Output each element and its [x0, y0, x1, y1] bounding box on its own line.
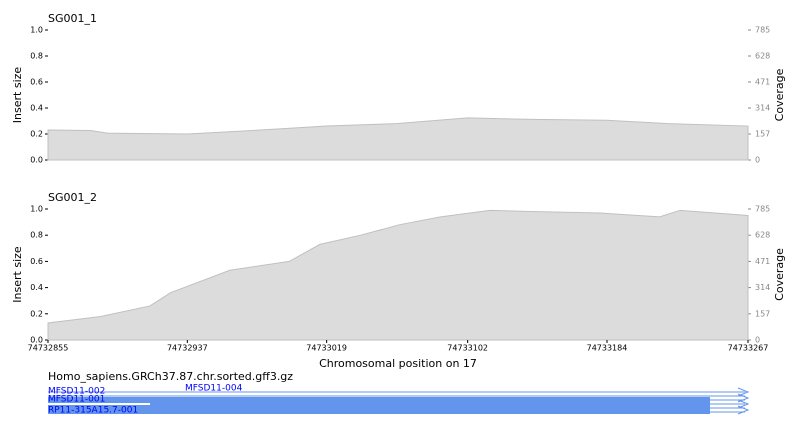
- chart-title: SG001_2: [48, 191, 97, 204]
- y-tick-label: 0.8: [30, 231, 43, 240]
- x-tick-label: 74733019: [306, 344, 347, 353]
- y2-tick-label: 471: [755, 257, 770, 266]
- y2-axis-label: Coverage: [773, 248, 786, 301]
- coverage-area: [47, 117, 749, 161]
- y2-tick-label: 0: [755, 336, 760, 345]
- intron-gap: [48, 403, 150, 405]
- y2-tick-label: 785: [755, 205, 770, 214]
- y-tick-label: 0.0: [30, 156, 43, 165]
- y-tick-label: 0.2: [30, 130, 43, 139]
- x-tick-label: 74732937: [167, 344, 208, 353]
- transcript-label: MFSD11-002: [48, 387, 105, 397]
- transcript-label: RP11-315A15.7-001: [48, 406, 138, 416]
- y-tick-label: 0.0: [30, 336, 43, 345]
- transcript-label: MFSD11-001: [48, 395, 105, 405]
- y2-tick-label: 471: [755, 78, 770, 87]
- chart-title: SG001_1: [48, 12, 97, 25]
- y-axis-label: Insert size: [11, 67, 24, 124]
- exon-block: [48, 397, 710, 414]
- x-tick-label: 74733102: [447, 344, 488, 353]
- transcript-track: [48, 387, 750, 415]
- x-axis-label: Chromosomal position on 17: [319, 357, 477, 370]
- transcript-label: MFSD11-004: [185, 384, 243, 394]
- x-tick-label: 74733184: [587, 344, 628, 353]
- y-tick-label: 1.0: [30, 26, 43, 35]
- y-tick-label: 0.8: [30, 52, 43, 61]
- y2-tick-label: 785: [755, 26, 770, 35]
- y2-tick-label: 314: [755, 104, 770, 113]
- y2-tick-label: 0: [755, 156, 760, 165]
- y2-axis-label: Coverage: [773, 68, 786, 121]
- y-tick-label: 0.2: [30, 309, 43, 318]
- y-tick-label: 1.0: [30, 205, 43, 214]
- y-tick-label: 0.4: [30, 104, 43, 113]
- y2-tick-label: 157: [755, 309, 770, 318]
- y-tick-label: 0.4: [30, 283, 43, 292]
- y-axis-label: Insert size: [11, 246, 24, 303]
- y2-tick-label: 628: [755, 231, 770, 240]
- x-tick-label: 74732855: [28, 344, 69, 353]
- y2-tick-label: 628: [755, 52, 770, 61]
- track-title: Homo_sapiens.GRCh37.87.chr.sorted.gff3.g…: [48, 370, 293, 383]
- y2-tick-label: 157: [755, 130, 770, 139]
- strand-arrows: [737, 387, 750, 415]
- x-tick-label: 74733267: [728, 344, 769, 353]
- y-tick-label: 0.6: [30, 257, 43, 266]
- coverage-area: [47, 209, 749, 341]
- y2-tick-label: 314: [755, 283, 770, 292]
- y-tick-label: 0.6: [30, 78, 43, 87]
